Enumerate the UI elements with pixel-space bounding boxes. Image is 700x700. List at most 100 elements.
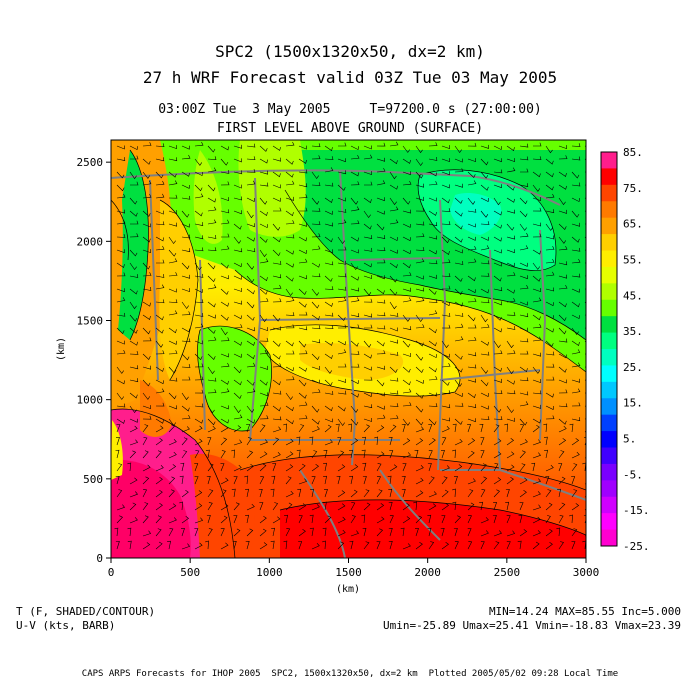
wind-barb — [115, 449, 120, 459]
y-tick-label: 1500 — [77, 315, 104, 328]
wind-barb — [519, 463, 526, 472]
wind-barb — [194, 210, 203, 217]
wind-barb — [428, 450, 433, 459]
wind-barb — [505, 501, 510, 511]
wind-barb — [517, 540, 522, 550]
wind-barb — [246, 262, 255, 270]
wind-barb — [155, 193, 165, 199]
wind-barb — [493, 249, 502, 254]
wind-barb — [389, 275, 398, 283]
wind-barb — [272, 416, 282, 421]
colorbar-label: 65. — [623, 218, 643, 231]
wind-barb — [194, 376, 204, 381]
wind-barb — [389, 141, 399, 147]
wind-barb — [246, 362, 256, 368]
wind-barb — [116, 424, 121, 433]
colorbar-label: 45. — [623, 289, 643, 302]
wind-barb — [519, 391, 529, 396]
wind-barb — [532, 352, 542, 357]
wind-barb — [322, 527, 327, 537]
wind-barb — [181, 376, 191, 381]
wind-barb — [233, 223, 242, 230]
wind-barb — [428, 541, 435, 550]
wind-barb — [285, 502, 293, 511]
wind-barb — [467, 208, 477, 213]
wind-barb — [338, 363, 347, 368]
wind-barb — [298, 169, 308, 174]
x-tick-label: 2500 — [494, 566, 521, 579]
wind-barb — [207, 314, 216, 319]
wind-barb — [415, 233, 425, 238]
wind-barb — [155, 438, 163, 446]
wind-barb — [259, 236, 268, 243]
wind-barb — [129, 197, 138, 205]
wind-barb — [337, 516, 346, 524]
wind-barb — [571, 362, 581, 368]
wind-barb — [402, 314, 411, 322]
colorbar-swatch — [601, 152, 617, 169]
wind-barb — [558, 145, 567, 150]
wind-barb — [168, 517, 177, 524]
wind-barb — [467, 171, 476, 179]
wind-barb — [167, 540, 171, 550]
wind-barb — [220, 288, 229, 295]
level-line: FIRST LEVEL ABOVE GROUND (SURFACE) — [216, 121, 484, 136]
wind-barb — [233, 340, 242, 346]
wind-barb — [350, 313, 360, 318]
wind-barb — [285, 528, 291, 537]
wind-barb — [415, 207, 425, 212]
wind-barb — [324, 325, 334, 330]
colorbar-label: 5. — [623, 433, 636, 446]
wind-barb — [506, 464, 515, 472]
wind-barb — [389, 351, 399, 356]
wind-barb — [181, 248, 191, 253]
wind-barb — [415, 353, 424, 361]
wind-barb — [155, 476, 163, 485]
wind-barb — [337, 437, 342, 446]
wind-barb — [142, 379, 151, 387]
wind-barb — [519, 366, 528, 373]
wind-barb — [311, 366, 320, 370]
wind-barb — [311, 405, 320, 413]
wind-barb — [179, 475, 184, 485]
wind-barb — [246, 210, 254, 219]
wind-barb — [428, 476, 435, 485]
wind-barb — [402, 145, 411, 153]
wind-barb — [545, 145, 553, 154]
wind-barbs — [114, 141, 586, 550]
wind-barb — [480, 489, 486, 498]
wind-barb — [129, 477, 138, 485]
wind-barb — [194, 450, 200, 459]
wind-barb — [519, 338, 529, 343]
wind-barb — [129, 351, 139, 355]
wind-barb — [350, 181, 360, 186]
wind-barb — [454, 336, 464, 342]
wind-barb — [259, 297, 269, 303]
wind-barb — [246, 503, 255, 511]
wind-barb — [571, 388, 581, 394]
wind-barb — [519, 262, 528, 267]
wind-barb — [311, 273, 321, 278]
wind-barb — [376, 197, 385, 202]
wind-barb — [116, 145, 125, 150]
wind-barb — [519, 450, 526, 459]
wind-barb — [194, 438, 203, 446]
wind-barb — [181, 223, 190, 228]
wind-barb — [233, 300, 243, 305]
wind-barb — [428, 424, 433, 433]
wind-barb — [142, 415, 152, 420]
colorbar-label: 85. — [623, 146, 643, 159]
wind-barb — [194, 235, 204, 240]
wind-barb — [480, 299, 490, 304]
wind-barb — [519, 350, 529, 355]
wind-barb — [441, 249, 450, 255]
wind-barb — [402, 502, 410, 511]
wind-barb — [480, 210, 489, 218]
wind-barb — [389, 390, 399, 395]
colorbar-swatch — [601, 266, 617, 284]
wind-barb — [246, 353, 255, 360]
wind-barb — [259, 210, 268, 216]
wind-barb — [454, 288, 463, 296]
wind-barb — [467, 541, 473, 550]
wind-barb — [207, 327, 216, 334]
